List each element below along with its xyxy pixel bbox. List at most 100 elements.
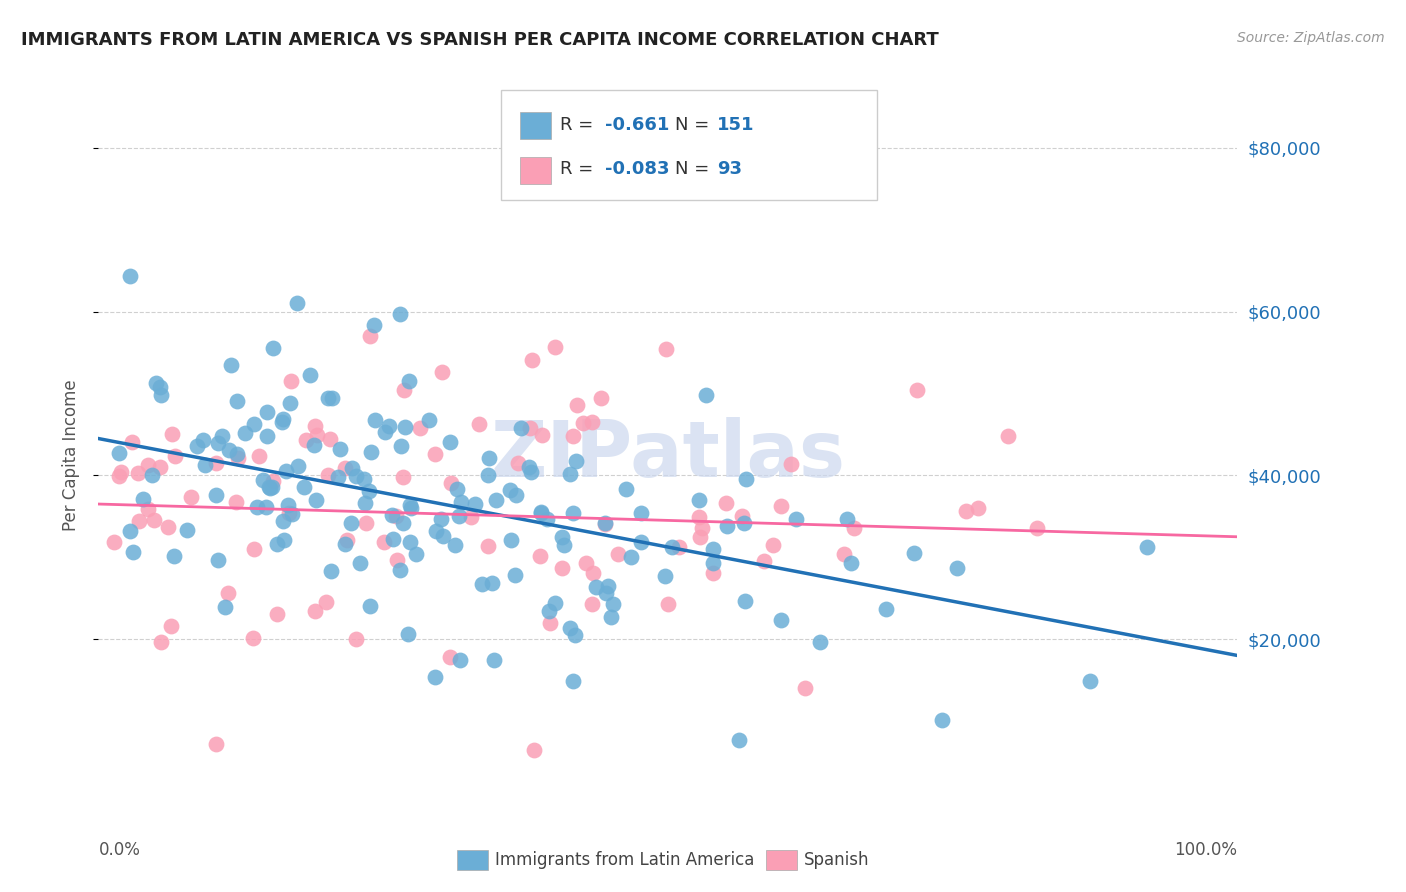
Point [531,428,554,442]
Point [298,368,321,383]
Point [418,413,440,427]
Point [702,566,724,580]
Point [381,508,404,523]
Point [839,556,862,570]
Point [389,563,412,577]
Point [207,436,229,450]
Point [364,413,387,427]
Point [398,374,420,388]
Point [359,599,381,614]
Point [432,529,454,543]
Point [477,451,499,466]
Text: N =: N = [675,116,714,134]
Point [326,469,349,483]
Point [714,495,737,509]
Point [585,580,607,594]
Point [581,598,603,612]
Point [243,541,266,556]
Point [260,480,283,494]
Point [342,461,364,475]
Point [271,514,294,528]
Point [595,516,617,531]
Point [354,496,377,510]
Point [499,483,522,498]
Point [399,535,422,549]
Point [443,538,465,552]
Point [389,307,412,321]
Point [207,552,229,566]
Point [997,429,1019,443]
Point [333,537,356,551]
Text: 100.0%: 100.0% [1174,841,1237,859]
Point [530,505,553,519]
Point [271,412,294,426]
Point [353,472,375,486]
Point [226,450,249,465]
Point [180,490,202,504]
Point [561,673,583,688]
Point [218,443,240,458]
Point [316,391,339,405]
Point [808,634,831,648]
Point [321,391,343,405]
Point [574,556,596,570]
Point [931,713,953,727]
Point [519,465,541,479]
Point [734,594,756,608]
Point [373,535,395,549]
Text: -0.083: -0.083 [605,161,669,178]
Point [439,475,461,490]
Point [785,512,807,526]
Point [118,269,141,284]
Point [150,388,173,402]
Point [477,539,499,553]
Point [485,493,508,508]
Point [903,546,925,560]
Point [654,343,676,357]
Point [392,470,415,484]
Point [262,474,284,488]
Point [278,395,301,409]
Point [538,615,561,630]
Text: R =: R = [560,161,599,178]
Point [946,561,969,575]
Point [110,465,132,479]
Point [562,429,585,443]
Point [564,453,586,467]
Point [668,540,690,554]
Point [614,482,637,496]
Point [446,483,468,497]
Point [522,352,544,367]
Point [499,533,522,547]
Point [690,521,713,535]
Point [273,533,295,548]
Point [695,388,717,402]
Point [278,506,301,520]
Y-axis label: Per Capita Income: Per Capita Income [62,379,80,531]
Point [205,456,228,470]
Point [477,468,499,483]
Point [966,500,988,515]
Text: Spanish: Spanish [804,851,870,869]
Point [217,586,239,600]
Point [295,434,318,448]
Point [558,621,581,635]
Point [793,681,815,695]
Point [349,556,371,570]
Point [149,380,172,394]
Point [233,426,256,441]
Point [517,459,540,474]
Point [304,604,326,618]
Point [315,595,337,609]
Point [285,296,308,310]
Point [654,568,676,582]
Point [127,466,149,480]
Text: N =: N = [675,161,714,178]
Point [762,537,785,551]
Point [274,464,297,478]
Point [565,398,588,412]
Point [519,421,541,435]
Point [832,547,855,561]
Point [145,376,167,391]
Point [1080,673,1102,688]
